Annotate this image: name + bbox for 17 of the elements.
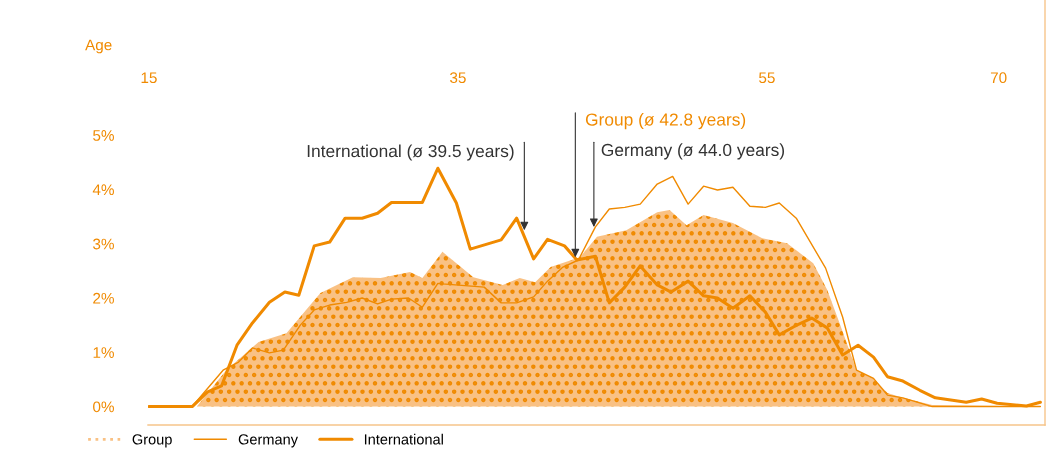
x-tick-label: 70 <box>990 72 1007 84</box>
y-tick-label: 2% <box>93 292 114 304</box>
y-tick-label: 3% <box>93 238 114 250</box>
legend-label: International <box>364 433 443 445</box>
y-tick-label: 0% <box>93 401 114 413</box>
legend-label: Germany <box>238 434 298 448</box>
x-axis-title: Age <box>85 39 112 54</box>
x-tick-label: 55 <box>759 72 775 84</box>
y-tick-label: 1% <box>93 347 114 358</box>
series-label: Group <box>132 434 172 448</box>
x-tick-label: 15 <box>141 72 157 84</box>
x-tick-label: 35 <box>450 72 466 84</box>
y-tick-label: 4% <box>92 184 114 196</box>
annotation: International (ø 39.5 years) <box>307 144 514 161</box>
annotation: Germany (ø 44.0 years) <box>601 143 785 160</box>
annotation: Group (ø 42.8 years) <box>585 112 746 130</box>
y-tick-label: 5% <box>93 130 114 141</box>
